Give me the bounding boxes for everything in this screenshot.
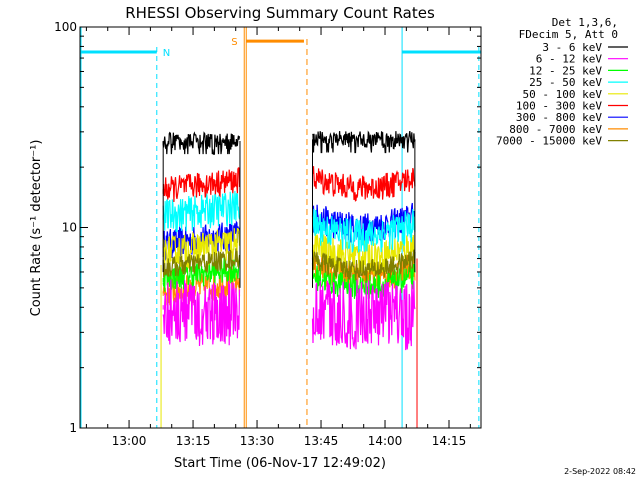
- series-line-0-seg1: [312, 130, 416, 154]
- legend-entry-label: 25 - 50 keV: [529, 76, 602, 89]
- series-line-8-seg0: [162, 248, 241, 278]
- series-line-2-seg0: [162, 257, 241, 292]
- series-line-5-seg0: [162, 167, 241, 203]
- legend-entry-label: 3 - 6 keV: [542, 41, 602, 54]
- y-axis-label: Count Rate (s⁻¹ detector⁻¹): [29, 140, 44, 317]
- plot-frame: [79, 26, 482, 429]
- series-line-0-seg0: [162, 131, 241, 155]
- night-label: N: [163, 48, 170, 59]
- legend-header: FDecim 5, Att 0: [519, 28, 618, 41]
- x-tick-label: 13:15: [176, 434, 211, 448]
- series-line-1-seg1: [311, 279, 416, 351]
- y-tick-label: 100: [54, 20, 77, 34]
- legend-entry-label: 100 - 300 keV: [516, 100, 602, 113]
- saa-label: S: [231, 37, 237, 48]
- x-tick-label: 13:45: [304, 434, 339, 448]
- y-tick-label: 10: [62, 221, 77, 235]
- x-axis-label: Start Time (06-Nov-17 12:49:02): [174, 456, 386, 471]
- legend-header: Det 1,3,6,: [552, 16, 618, 29]
- x-tick-label: 14:15: [432, 434, 467, 448]
- legend-entry-label: 300 - 800 keV: [516, 111, 602, 124]
- x-axis: 13:00 13:15 13:30 13:45 14:00 14:15: [85, 27, 471, 448]
- legend-entry-label: 12 - 25 keV: [529, 64, 602, 77]
- legend-entry-label: 7000 - 15000 keV: [496, 135, 602, 148]
- timestamp: 2-Sep-2022 08:42: [564, 467, 636, 476]
- series-line-3-seg1: [311, 208, 416, 253]
- plot-area: NS: [80, 27, 481, 428]
- series-line-3-seg0: [162, 190, 241, 233]
- x-tick-label: 14:00: [368, 434, 403, 448]
- y-tick-label: 1: [69, 421, 77, 435]
- x-tick-label: 13:00: [112, 434, 147, 448]
- series-line-8-seg1: [311, 249, 416, 282]
- legend-entry-label: 50 - 100 keV: [523, 88, 603, 101]
- series-line-1-seg0: [162, 279, 241, 347]
- y-axis: 1 10 100: [54, 20, 481, 435]
- series-line-5-seg1: [311, 166, 416, 202]
- legend-entry-label: 6 - 12 keV: [536, 53, 603, 66]
- chart-title: RHESSI Observing Summary Count Rates: [125, 4, 435, 22]
- x-tick-label: 13:30: [240, 434, 275, 448]
- legend-entry-label: 800 - 7000 keV: [509, 123, 602, 136]
